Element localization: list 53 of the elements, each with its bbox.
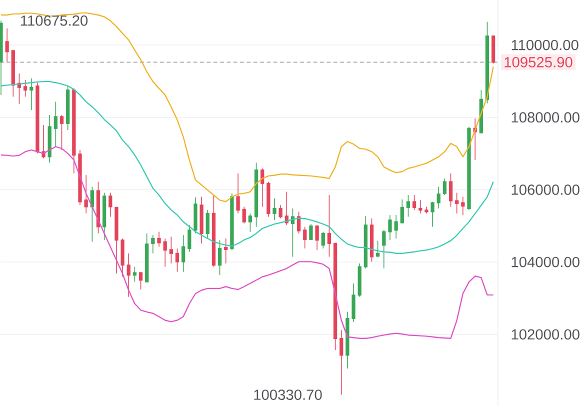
candlestick xyxy=(327,194,332,258)
y-tick-label: 104000.00 xyxy=(512,256,580,268)
candlestick xyxy=(126,253,130,298)
candlestick xyxy=(400,199,404,224)
candlestick xyxy=(321,231,325,249)
candlestick xyxy=(175,248,180,272)
candlestick xyxy=(163,238,167,268)
candlestick xyxy=(412,194,416,210)
candlestick xyxy=(315,224,319,250)
annotation: 110675.20 xyxy=(21,15,88,26)
candlestick xyxy=(206,210,210,239)
candlestick xyxy=(138,271,143,290)
ref-line-label: 109525.90 xyxy=(504,56,572,68)
candlestick xyxy=(157,231,161,248)
candlestick xyxy=(340,330,344,396)
y-tick-label: 110000.00 xyxy=(512,40,578,50)
candlestick xyxy=(169,236,173,264)
candlestick xyxy=(248,213,252,232)
candlestick xyxy=(236,173,240,214)
candlestick xyxy=(455,192,459,214)
candlestick xyxy=(188,224,192,252)
candlestick xyxy=(382,230,386,269)
candlestick xyxy=(272,198,276,220)
candlestick xyxy=(303,226,307,249)
candlestick xyxy=(132,266,137,282)
line-series xyxy=(0,80,494,254)
candlestick xyxy=(448,173,453,208)
candlestick xyxy=(278,204,282,219)
candlestick xyxy=(218,240,222,276)
candlestick xyxy=(84,174,88,214)
candlestick xyxy=(182,234,186,272)
candlestick xyxy=(442,178,447,196)
candlestick xyxy=(406,194,410,218)
candlestick xyxy=(430,201,434,228)
candlestick xyxy=(242,206,246,224)
candlestick xyxy=(5,28,9,62)
y-tick-label: 108000.00 xyxy=(512,112,580,123)
candlestick xyxy=(42,124,46,159)
candlestick xyxy=(394,214,398,239)
candlestick xyxy=(108,192,112,218)
candlestick xyxy=(54,101,58,148)
candlestick xyxy=(461,196,465,216)
candlestick xyxy=(151,234,155,254)
annotation: 100330.70 xyxy=(254,390,322,400)
candlestick xyxy=(60,114,64,150)
line-series xyxy=(0,12,494,202)
candlestick xyxy=(436,186,440,209)
y-tick-label: 106000.00 xyxy=(512,184,580,195)
candlestick xyxy=(224,238,228,264)
candlestick xyxy=(23,80,28,98)
y-tick-label: 102000.00 xyxy=(512,329,580,340)
candlestick xyxy=(309,224,313,241)
candlestick xyxy=(388,214,392,241)
